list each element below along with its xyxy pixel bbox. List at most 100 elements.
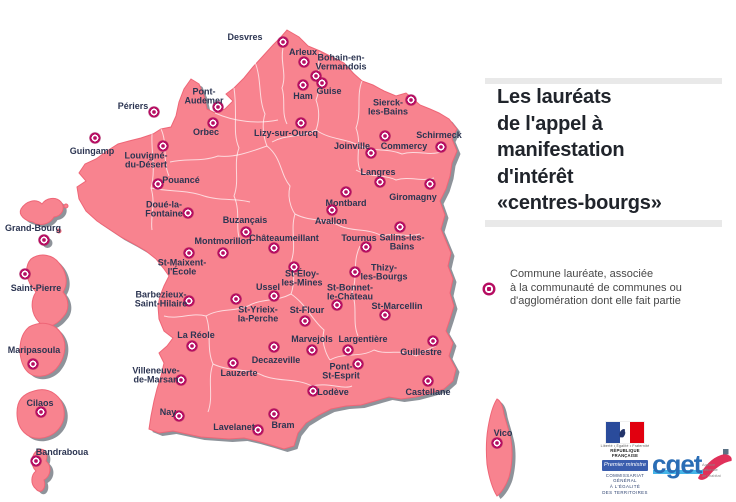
marker-p-riers — [148, 106, 160, 118]
label-schirmeck: Schirmeck — [416, 129, 462, 140]
marker-thizy-les-bourgs — [349, 266, 361, 278]
label-orbec: Orbec — [192, 126, 220, 137]
label-langres: Langres — [360, 166, 396, 177]
label-ham: Ham — [293, 90, 313, 101]
label-nay: Nay — [159, 406, 177, 417]
marker-villeneuve-de-marsan — [175, 374, 187, 386]
marker-ussel — [268, 290, 280, 302]
marker-st-yrieix-la-perche — [230, 293, 242, 305]
label-giromagny: Giromagny — [389, 191, 437, 202]
martinique-shape — [26, 254, 69, 327]
gov-republique: RÉPUBLIQUE FRANÇAISE — [610, 448, 640, 458]
label-pont-st-esprit: Pont- St-Esprit — [322, 361, 360, 380]
legend-marker-icon — [482, 282, 496, 296]
title-box-top-edge — [485, 78, 722, 84]
marker-ch-teaumeillant — [268, 242, 280, 254]
marker-vico — [491, 437, 503, 449]
marker-guillestre — [427, 335, 439, 347]
label-grand-bourg: Grand-Bourg — [5, 222, 61, 233]
label-st-loy-les-mines: St-Éloy- les-Mines — [281, 268, 323, 287]
marker-giromagny — [424, 178, 436, 190]
label-desvres: Desvres — [227, 31, 263, 42]
label-pouanc: Pouancé — [162, 174, 200, 185]
marker-grand-bourg — [38, 234, 50, 246]
guadeloupe-shape — [19, 197, 64, 225]
label-sierck-les-bains: Sierck- les-Bains — [367, 97, 409, 116]
marker-lizy-sur-ourcq — [295, 117, 307, 129]
marker-castellane — [422, 375, 434, 387]
marker-buzan-ais — [240, 226, 252, 238]
label-lavelanet: Lavelanet — [213, 421, 255, 432]
marker-salins-les-bains — [394, 221, 406, 233]
marker-pont-st-esprit — [352, 358, 364, 370]
cget-org-name: COMMISSARIAT GÉNÉRAL À L'ÉGALITÉ DES TER… — [602, 472, 648, 495]
label-st-maixent-l-cole: St-Maixent- l'École — [157, 257, 207, 276]
label-montbard: Montbard — [325, 197, 367, 208]
premier-ministre-bar: Premier ministre — [602, 460, 648, 471]
marker-marvejols — [306, 344, 318, 356]
label-castellane: Castellane — [405, 386, 451, 397]
marker-st-marcellin — [379, 309, 391, 321]
marker-barbezieux-saint-hilaire — [183, 295, 195, 307]
marker-dou-la-fontaine — [182, 207, 194, 219]
marker-louvign-du-d-sert — [157, 140, 169, 152]
marker-schirmeck — [435, 141, 447, 153]
label-avallon: Avallon — [314, 215, 348, 226]
label-montmorillon: Montmorillon — [194, 235, 252, 246]
marker-tournus — [360, 241, 372, 253]
marker-st-loy-les-mines — [288, 261, 300, 273]
legend-text: Commune lauréate, associée à la communau… — [510, 268, 682, 307]
marker-bohain-en-vermandois — [310, 70, 322, 82]
label-decazeville: Decazeville — [251, 354, 301, 365]
marker-lod-ve — [307, 385, 319, 397]
marker-cilaos — [35, 406, 47, 418]
label-lod-ve: Lodève — [317, 386, 349, 397]
marker-montmorillon — [217, 247, 229, 259]
label-tournus: Tournus — [341, 232, 377, 243]
cget-logo: cget — [652, 449, 704, 481]
marker-arleux — [298, 56, 310, 68]
label-st-flour: St-Flour — [289, 304, 325, 315]
marker-guingamp — [89, 132, 101, 144]
label-vico: Vico — [493, 427, 513, 438]
marker-bandraboua — [30, 455, 42, 467]
marker-langres — [374, 176, 386, 188]
marker-montbard — [340, 186, 352, 198]
label-marvejols: Marvejols — [291, 333, 333, 344]
marker-pouanc — [152, 178, 164, 190]
department-borders — [150, 47, 441, 413]
label-ch-teaumeillant: Châteaumeillant — [249, 232, 319, 243]
cget-wordmark: cget — [652, 449, 702, 479]
label-salins-les-bains: Salins-les- Bains — [379, 232, 425, 251]
label-buzan-ais: Buzançais — [222, 214, 268, 225]
label-louvign-du-d-sert: Louvigné- du-Désert — [124, 150, 168, 169]
anah-text: Agence nationale de l'habitat — [702, 462, 721, 478]
marker-desvres — [277, 36, 289, 48]
label-largenti-re: Largentière — [338, 333, 388, 344]
label-villeneuve-de-marsan: Villeneuve- de-Marsan — [132, 365, 180, 384]
land-shapes — [16, 29, 513, 497]
marker-st-flour — [299, 315, 311, 327]
label-cilaos: Cilaos — [26, 397, 54, 408]
anah-logo: Agence nationale de l'habitat — [694, 432, 736, 488]
marker-pont-audemer — [212, 101, 224, 113]
marker-saint-pierre — [19, 268, 31, 280]
label-ussel: Ussel — [255, 281, 281, 292]
gov-motto: Liberté • Égalité • Fraternité — [600, 444, 650, 448]
label-guillestre: Guillestre — [400, 346, 442, 357]
label-joinville: Joinville — [333, 140, 371, 151]
label-barbezieux-saint-hilaire: Barbezieux- Saint-Hilaire — [134, 289, 188, 308]
cget-underline — [653, 470, 703, 474]
label-dou-la-fontaine: Doué-la- Fontaine — [145, 199, 183, 218]
page-title: Les lauréats de l'appel à manifestation … — [497, 86, 662, 214]
marker-guise — [316, 77, 328, 89]
label-bandraboua: Bandraboua — [35, 446, 89, 457]
marianne-icon — [619, 428, 626, 438]
label-st-yrieix-la-perche: St-Yrieix- la-Perche — [237, 304, 279, 323]
marker-nay — [173, 410, 185, 422]
marker-commercy — [379, 130, 391, 142]
marker-sierck-les-bains — [405, 94, 417, 106]
label-maripasoula: Maripasoula — [7, 344, 61, 355]
